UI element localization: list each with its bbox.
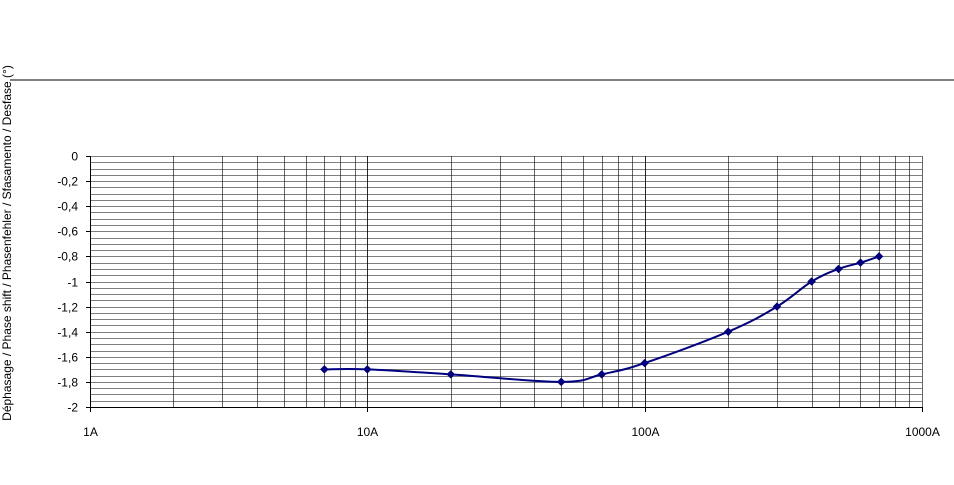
axis-layer — [10, 79, 954, 412]
y-tick-label: -0,8 — [57, 250, 78, 264]
y-tick-label: -0,4 — [57, 200, 78, 214]
y-tick-label: -2 — [67, 401, 78, 415]
data-point — [597, 370, 607, 379]
x-tick-label: 1000A — [905, 425, 940, 439]
data-point — [320, 364, 329, 374]
data-point — [834, 264, 843, 274]
data-point — [556, 377, 566, 387]
data-point — [874, 252, 884, 261]
grid-layer — [90, 156, 923, 408]
data-point — [772, 302, 782, 311]
y-tick-label: -1,2 — [57, 301, 78, 315]
y-tick-label: -0,2 — [57, 175, 78, 189]
data-point — [856, 258, 865, 268]
x-tick-label: 1A — [83, 425, 98, 439]
y-tick-label: -1,6 — [57, 351, 78, 365]
data-point — [640, 358, 650, 368]
data-point — [807, 277, 816, 286]
data-point — [723, 327, 733, 337]
y-axis-title: Déphasage / Phase shift / Phasenfehler /… — [0, 65, 14, 421]
y-tick-label: 0 — [71, 150, 78, 164]
series-layer — [320, 252, 884, 387]
data-point — [362, 364, 372, 374]
tick-label-layer: 0 -0,2 -0,4 -0,6 -0,8 -1 -1,2 -1,4 -1,6 -1,8 -2 1A 1… — [57, 150, 940, 440]
y-tick-label: -1,4 — [57, 326, 78, 340]
x-tick-label: 100A — [631, 425, 659, 439]
data-point — [446, 370, 456, 379]
y-tick-label: -0,6 — [57, 225, 78, 239]
y-tick-label: -1,8 — [57, 376, 78, 390]
x-tick-label: 10A — [357, 425, 378, 439]
y-tick-label: -1 — [67, 276, 78, 290]
